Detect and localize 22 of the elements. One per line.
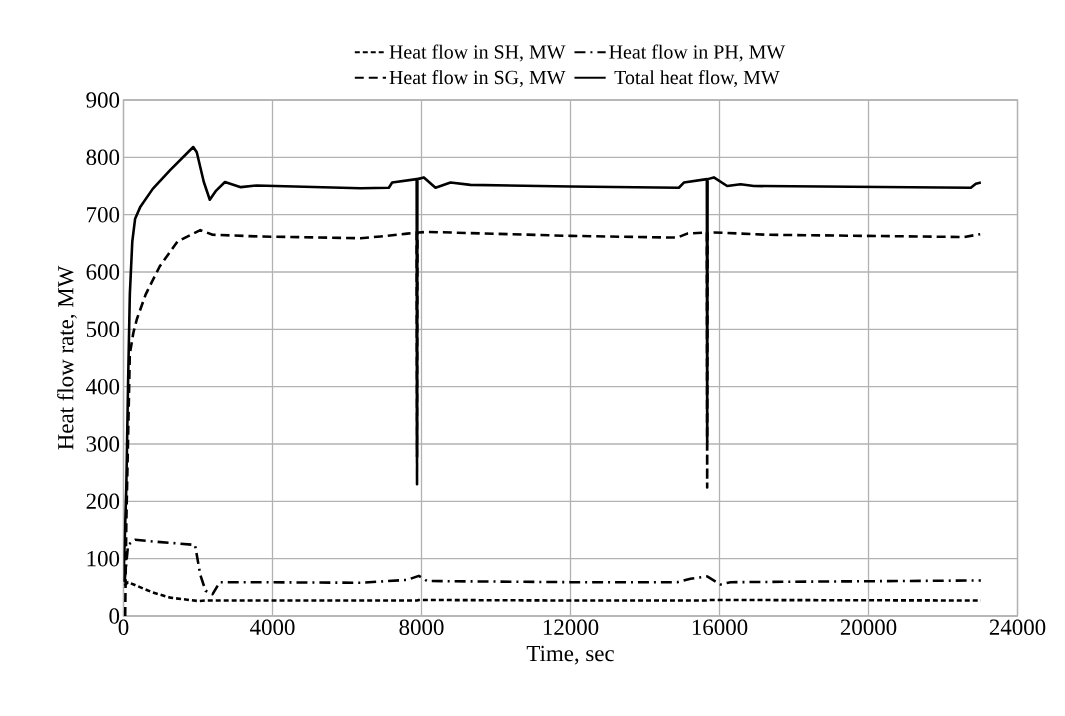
legend-label: Heat flow in SH, MW (389, 44, 566, 62)
x-tick-label: 20000 (840, 619, 897, 635)
legend-label: Total heat flow, MW (614, 69, 780, 88)
y-tick-label: 200 (86, 493, 120, 510)
x-tick-label: 24000 (989, 619, 1046, 635)
y-tick-label: 0 (109, 608, 120, 624)
x-axis-title: Time, sec (526, 645, 614, 665)
x-tick-label: 4000 (250, 619, 295, 635)
y-axis-title: Heat flow rate, MW (57, 265, 77, 450)
y-tick-label: 800 (86, 149, 120, 166)
y-tick-label: 700 (87, 206, 120, 223)
y-tick-label: 400 (86, 378, 120, 395)
legend-label: Heat flow in PH, MW (609, 44, 786, 62)
x-tick-label: 16000 (692, 619, 748, 635)
y-tick-label: 500 (86, 321, 120, 338)
y-tick-label: 600 (86, 264, 120, 280)
x-tick-label: 12000 (543, 619, 599, 635)
legend-label: Heat flow in SG, MW (389, 69, 566, 88)
x-tick-label: 8000 (399, 619, 444, 635)
y-tick-label: 900 (86, 92, 120, 108)
y-tick-label: 300 (86, 436, 120, 452)
y-tick-label: 100 (87, 550, 120, 567)
